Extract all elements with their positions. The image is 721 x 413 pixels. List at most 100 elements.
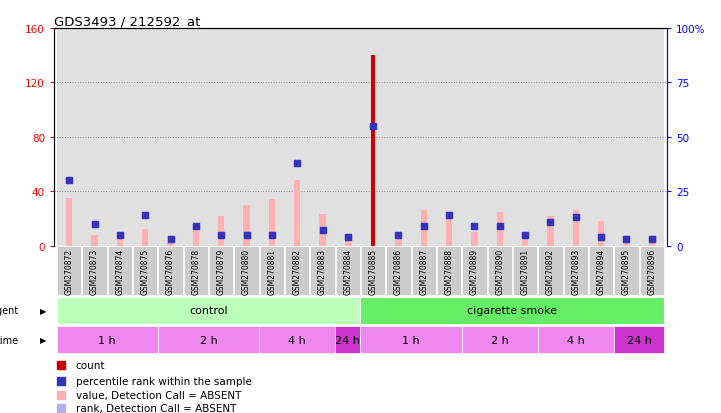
Text: GSM270875: GSM270875 bbox=[141, 248, 150, 294]
FancyBboxPatch shape bbox=[57, 297, 360, 324]
FancyBboxPatch shape bbox=[513, 247, 537, 295]
Text: GSM270883: GSM270883 bbox=[318, 248, 327, 294]
Text: 1 h: 1 h bbox=[99, 335, 116, 345]
Text: GSM270880: GSM270880 bbox=[242, 248, 251, 294]
FancyBboxPatch shape bbox=[589, 247, 614, 295]
Bar bbox=[420, 211, 427, 246]
FancyBboxPatch shape bbox=[310, 247, 335, 295]
Text: agent: agent bbox=[0, 306, 19, 316]
Bar bbox=[218, 216, 224, 246]
Bar bbox=[244, 205, 249, 246]
Text: GSM270892: GSM270892 bbox=[546, 248, 555, 294]
Text: GSM270884: GSM270884 bbox=[343, 248, 353, 294]
Bar bbox=[411, 29, 436, 246]
FancyBboxPatch shape bbox=[412, 247, 436, 295]
Bar bbox=[117, 239, 123, 246]
Bar bbox=[386, 29, 411, 246]
Bar bbox=[319, 215, 326, 246]
Bar bbox=[446, 216, 452, 246]
Text: GSM270879: GSM270879 bbox=[217, 248, 226, 294]
Bar bbox=[260, 29, 285, 246]
Text: GSM270895: GSM270895 bbox=[622, 248, 631, 294]
Bar bbox=[92, 235, 98, 246]
Bar bbox=[487, 29, 513, 246]
FancyBboxPatch shape bbox=[614, 326, 664, 354]
Text: time: time bbox=[0, 335, 19, 345]
Text: 24 h: 24 h bbox=[335, 335, 360, 345]
Bar bbox=[57, 29, 82, 246]
Text: GSM270878: GSM270878 bbox=[191, 248, 200, 294]
Bar bbox=[66, 199, 72, 246]
Bar bbox=[167, 242, 174, 246]
Text: ▶: ▶ bbox=[40, 335, 47, 344]
Text: ▶: ▶ bbox=[40, 306, 47, 315]
Text: GSM270889: GSM270889 bbox=[470, 248, 479, 294]
Text: GSM270887: GSM270887 bbox=[420, 248, 428, 294]
Text: GSM270876: GSM270876 bbox=[166, 248, 175, 294]
Text: GSM270894: GSM270894 bbox=[596, 248, 606, 294]
FancyBboxPatch shape bbox=[361, 247, 385, 295]
FancyBboxPatch shape bbox=[564, 247, 588, 295]
Bar bbox=[269, 200, 275, 246]
Text: count: count bbox=[76, 361, 105, 370]
FancyBboxPatch shape bbox=[234, 247, 259, 295]
Bar bbox=[588, 29, 614, 246]
FancyBboxPatch shape bbox=[57, 326, 158, 354]
Text: GSM270873: GSM270873 bbox=[90, 248, 99, 294]
Text: GSM270882: GSM270882 bbox=[293, 248, 301, 294]
Text: GSM270886: GSM270886 bbox=[394, 248, 403, 294]
FancyBboxPatch shape bbox=[82, 247, 107, 295]
Bar bbox=[563, 29, 588, 246]
FancyBboxPatch shape bbox=[159, 247, 182, 295]
Bar bbox=[472, 233, 477, 246]
FancyBboxPatch shape bbox=[461, 326, 538, 354]
Text: GSM270874: GSM270874 bbox=[115, 248, 125, 294]
FancyBboxPatch shape bbox=[336, 247, 360, 295]
Bar bbox=[497, 212, 503, 246]
Text: control: control bbox=[189, 306, 228, 316]
Text: GSM270881: GSM270881 bbox=[267, 248, 276, 294]
Text: GSM270872: GSM270872 bbox=[65, 248, 74, 294]
FancyBboxPatch shape bbox=[158, 326, 260, 354]
Bar bbox=[623, 241, 629, 246]
Bar bbox=[598, 222, 604, 246]
Text: 4 h: 4 h bbox=[288, 335, 306, 345]
FancyBboxPatch shape bbox=[335, 326, 360, 354]
Bar bbox=[133, 29, 158, 246]
FancyBboxPatch shape bbox=[360, 326, 461, 354]
Text: cigarette smoke: cigarette smoke bbox=[467, 306, 557, 316]
Bar bbox=[310, 29, 335, 246]
Bar bbox=[371, 56, 376, 246]
Bar bbox=[513, 29, 538, 246]
Bar bbox=[345, 237, 351, 246]
Bar bbox=[183, 29, 208, 246]
Bar bbox=[193, 225, 199, 246]
FancyBboxPatch shape bbox=[209, 247, 234, 295]
FancyBboxPatch shape bbox=[285, 247, 309, 295]
Bar bbox=[294, 181, 301, 246]
Bar bbox=[614, 29, 639, 246]
Bar bbox=[649, 239, 655, 246]
Text: value, Detection Call = ABSENT: value, Detection Call = ABSENT bbox=[76, 390, 241, 400]
FancyBboxPatch shape bbox=[107, 247, 132, 295]
Bar bbox=[461, 29, 487, 246]
FancyBboxPatch shape bbox=[539, 247, 562, 295]
Text: GSM270896: GSM270896 bbox=[647, 248, 656, 294]
Bar bbox=[158, 29, 183, 246]
Bar bbox=[572, 211, 579, 246]
FancyBboxPatch shape bbox=[487, 247, 512, 295]
Bar bbox=[234, 29, 260, 246]
Bar bbox=[547, 216, 554, 246]
FancyBboxPatch shape bbox=[640, 247, 664, 295]
Text: 24 h: 24 h bbox=[627, 335, 652, 345]
Bar bbox=[335, 29, 360, 246]
Text: 4 h: 4 h bbox=[567, 335, 585, 345]
FancyBboxPatch shape bbox=[260, 247, 284, 295]
FancyBboxPatch shape bbox=[538, 326, 614, 354]
Text: GDS3493 / 212592_at: GDS3493 / 212592_at bbox=[54, 15, 200, 28]
FancyBboxPatch shape bbox=[437, 247, 461, 295]
Text: percentile rank within the sample: percentile rank within the sample bbox=[76, 376, 252, 386]
FancyBboxPatch shape bbox=[386, 247, 411, 295]
Text: 1 h: 1 h bbox=[402, 335, 420, 345]
Text: GSM270891: GSM270891 bbox=[521, 248, 530, 294]
